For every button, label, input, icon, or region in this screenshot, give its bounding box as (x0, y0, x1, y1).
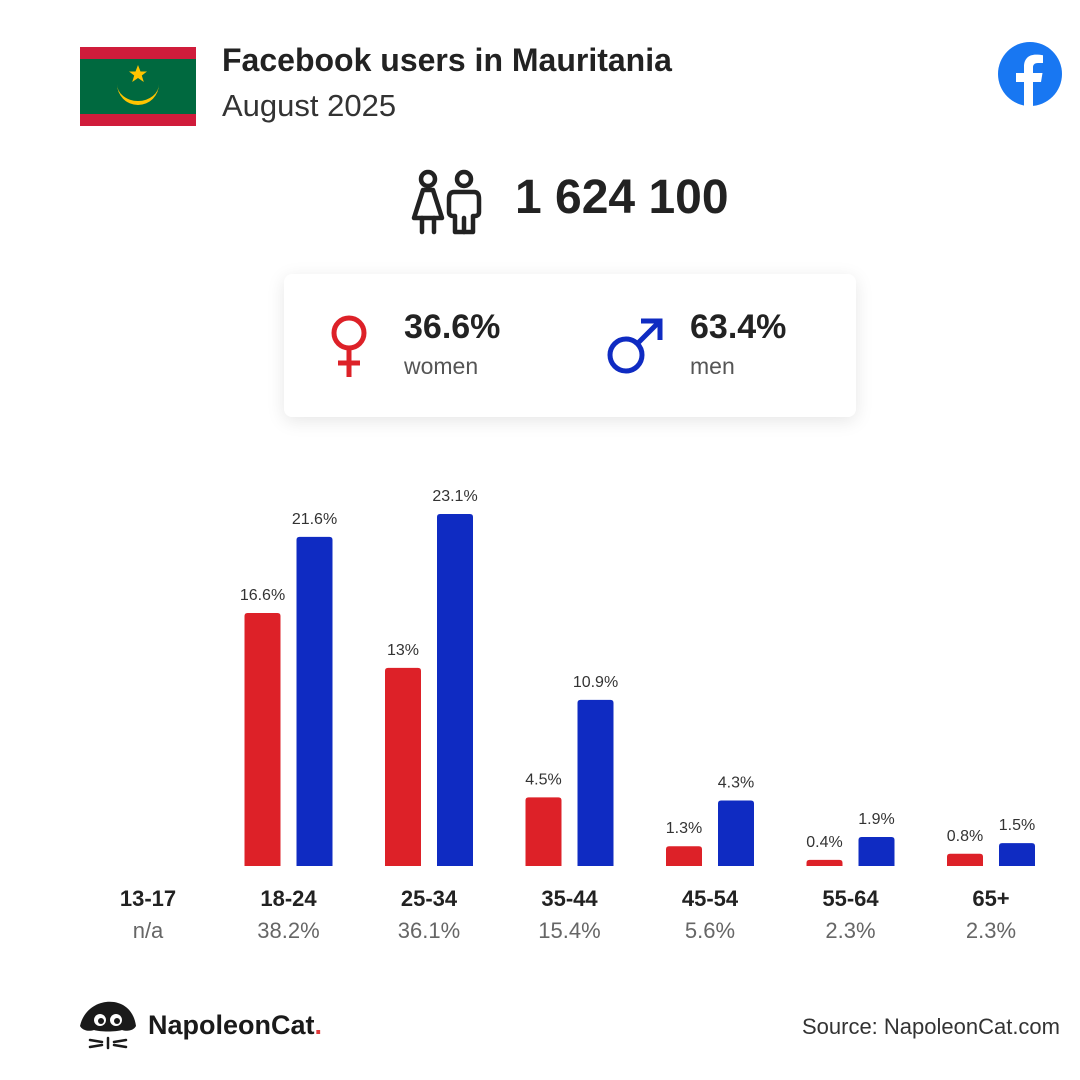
group-total-55-64: 2.3% (825, 918, 875, 943)
facebook-logo-icon (998, 42, 1062, 107)
group-total-25-34: 36.1% (398, 918, 460, 943)
female-symbol-icon (331, 315, 367, 377)
mauritania-flag-icon (80, 47, 196, 126)
gender-split-card (284, 274, 856, 417)
flag-bottom-stripe (80, 114, 196, 126)
data-label-men-35-44: 10.9% (573, 674, 618, 691)
brand-name: NapoleonCat (148, 1010, 315, 1040)
data-label-men-45-54: 4.3% (718, 774, 754, 791)
bar-women-55-64 (806, 859, 843, 866)
flag-field (80, 47, 196, 126)
group-total-35-44: 15.4% (538, 918, 600, 943)
group-total-45-54: 5.6% (685, 918, 735, 943)
bar-women-18-24 (244, 613, 281, 866)
bar-men-25-34 (437, 514, 473, 866)
group-total-13-17: n/a (133, 918, 164, 943)
group-total-18-24: 38.2% (257, 918, 319, 943)
bar-men-18-24 (296, 536, 333, 866)
data-label-women-25-34: 13% (387, 642, 419, 659)
napoleoncat-logo-icon (80, 1001, 136, 1050)
page-subtitle: August 2025 (222, 88, 397, 123)
category-label-25-34: 25-34 (401, 886, 458, 911)
bar-men-55-64 (858, 837, 895, 866)
bar-men-65+ (999, 843, 1035, 866)
page-title: Facebook users in Mauritania (222, 42, 672, 78)
group-total-65+: 2.3% (966, 918, 1016, 943)
data-label-men-55-64: 1.9% (858, 811, 894, 828)
category-label-13-17: 13-17 (120, 886, 176, 911)
bar-women-25-34 (385, 667, 421, 866)
data-label-women-35-44: 4.5% (525, 771, 561, 788)
bar-men-45-54 (718, 800, 754, 866)
napoleoncat-brand: NapoleonCat. (148, 1010, 322, 1041)
male-symbol-icon (607, 318, 663, 374)
category-label-18-24: 18-24 (260, 886, 317, 911)
bar-men-35-44 (577, 699, 614, 866)
category-label-55-64: 55-64 (822, 886, 879, 911)
brand-dot: . (314, 1010, 323, 1040)
data-label-women-45-54: 1.3% (666, 820, 702, 837)
data-label-men-18-24: 21.6% (292, 511, 337, 528)
data-label-women-18-24: 16.6% (240, 587, 285, 604)
flag-top-stripe (80, 47, 196, 59)
category-label-35-44: 35-44 (541, 886, 598, 911)
men-percent: 63.4% (690, 308, 787, 346)
flag-crescent (117, 84, 159, 105)
data-label-women-55-64: 0.4% (806, 834, 842, 851)
women-label: women (404, 353, 479, 379)
users-icon (411, 169, 482, 235)
bar-women-65+ (947, 853, 983, 866)
data-label-women-65+: 0.8% (947, 828, 983, 845)
data-label-men-25-34: 23.1% (432, 488, 477, 505)
total-users-count: 1 624 100 (515, 171, 729, 224)
flag-star (129, 65, 147, 82)
age-gender-bar-chart: 13-17 n/a 16.6% 21.6% 18-24 38.2% 13% 23.1% 25-3… (120, 488, 1035, 943)
data-label-men-65+: 1.5% (999, 817, 1035, 834)
women-percent: 36.6% (404, 308, 501, 346)
category-label-45-54: 45-54 (682, 886, 739, 911)
bar-women-35-44 (525, 797, 562, 866)
men-label: men (690, 353, 735, 379)
category-label-65+: 65+ (972, 886, 1009, 911)
source-note: Source: NapoleonCat.com (801, 1014, 1060, 1039)
bar-women-45-54 (666, 846, 702, 866)
